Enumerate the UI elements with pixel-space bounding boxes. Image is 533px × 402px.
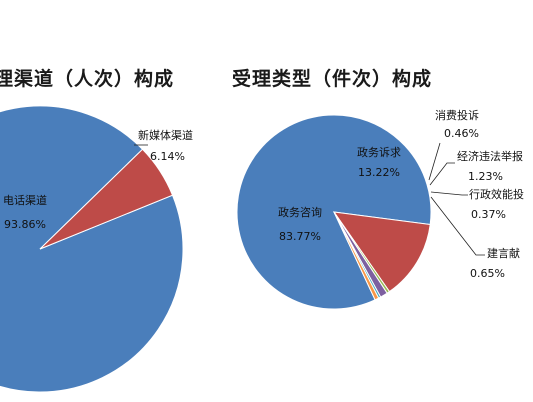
left-slice-0: [0, 105, 184, 393]
right-slice-2-label: 消费投诉: [435, 108, 479, 122]
right-slice-5-leader: [430, 196, 485, 256]
left-chart-title: 理渠道（人次）构成: [0, 68, 175, 90]
left-slice-1-value: 6.14%: [150, 150, 185, 163]
right-slice-0-value: 83.77%: [279, 230, 321, 243]
right-slice-2-value: 0.46%: [444, 127, 479, 140]
right-slice-0-label: 政务咨询: [278, 205, 322, 219]
right-slice-2-leader: [428, 142, 441, 181]
left-pie: [0, 105, 184, 393]
right-slice-3-value: 1.23%: [468, 170, 503, 183]
right-chart-title: 受理类型（件次）构成: [232, 68, 433, 90]
left-slice-0-label: 电话渠道: [3, 193, 47, 207]
right-pie: [236, 114, 432, 310]
left-slice-0-value: 93.86%: [4, 218, 46, 231]
right-slice-5-value: 0.65%: [470, 267, 505, 280]
right-slice-3-leader: [429, 162, 455, 186]
right-slice-4-leader: [430, 191, 468, 196]
right-slice-5-label: 建言献: [487, 246, 520, 260]
left-slice-1-label: 新媒体渠道: [138, 128, 193, 142]
right-slice-1-value: 13.22%: [358, 166, 400, 179]
right-slice-1-label: 政务诉求: [357, 145, 401, 159]
right-slice-1: [332, 211, 431, 293]
left-slice-1: [39, 148, 174, 250]
right-slice-5: [333, 211, 380, 301]
right-slice-3-label: 经济违法举报: [457, 149, 523, 163]
right-slice-4-value: 0.37%: [471, 208, 506, 221]
right-slice-4-label: 行政效能投: [469, 187, 524, 201]
